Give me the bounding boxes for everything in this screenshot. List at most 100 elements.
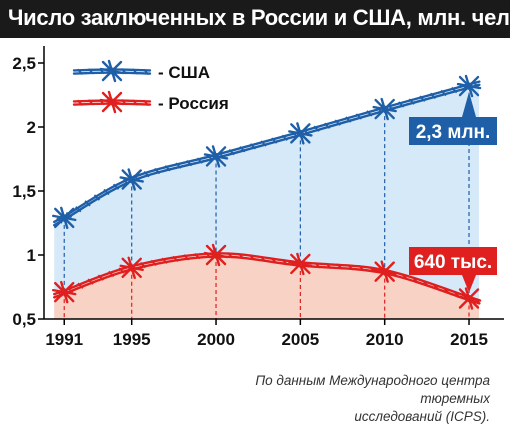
russia-point-2010 <box>372 260 397 283</box>
russia-line-twist <box>347 264 354 271</box>
usa-line-twist <box>271 137 278 144</box>
russia-line-twist <box>77 282 84 289</box>
usa-line-twist <box>164 165 171 172</box>
usa-line-twist <box>408 98 415 105</box>
russia-line-twist <box>401 273 408 280</box>
russia-point-2015-knot <box>465 295 473 303</box>
russia-point-2000-knot <box>212 251 220 259</box>
russia-point-2015 <box>456 287 482 310</box>
russia-line-twist <box>443 287 450 294</box>
x-tick-label: 2015 <box>450 330 488 349</box>
usa-point-1995-knot <box>128 175 136 183</box>
russia-line-twist <box>139 262 147 269</box>
russia-end-label-pointer <box>462 275 477 293</box>
russia-point-1991 <box>52 280 77 304</box>
usa-line-twist <box>196 157 203 164</box>
russia-line-twist <box>108 270 115 278</box>
source-note: По данным Международного центра тюремных… <box>255 373 490 424</box>
russia-line-twist <box>248 254 256 261</box>
usa-end-label-box <box>409 117 497 145</box>
usa-line-twist <box>440 89 447 97</box>
russia-line-twist <box>150 259 157 266</box>
usa-line-twist <box>228 149 235 156</box>
russia-line-strand-2 <box>53 255 481 305</box>
russia-point-2010-knot <box>381 268 389 276</box>
usa-line-twist <box>366 110 373 117</box>
legend-russia-sample-twist <box>120 99 128 106</box>
usa-line-twist <box>84 200 91 207</box>
legend-usa-sample-twist <box>76 68 84 75</box>
legend-usa-barb-knot <box>108 67 116 75</box>
russia-line-twist <box>237 252 245 260</box>
russia-point-2000 <box>203 243 229 267</box>
usa-line-twist <box>75 206 82 213</box>
usa-point-1991 <box>52 206 77 230</box>
usa-line-twist <box>419 95 426 102</box>
usa-line-twist <box>249 143 257 150</box>
russia-line-twist <box>314 262 321 269</box>
russia-line-twist <box>281 258 288 266</box>
legend-usa-sample-twist <box>87 68 95 75</box>
russia-point-1995-knot <box>128 264 136 272</box>
russia-line-twist <box>325 262 332 270</box>
russia-line-twist <box>172 255 179 263</box>
legend-russia-barb-knot <box>108 98 116 106</box>
russia-line-twist <box>118 267 125 274</box>
x-tick-label: 2000 <box>197 330 235 349</box>
usa-end-label-pointer <box>462 92 477 117</box>
usa-point-2010-knot <box>381 105 389 113</box>
russia-line-twist <box>358 265 365 272</box>
legend-russia-sample-twist <box>142 99 150 107</box>
usa-line-twist <box>334 119 341 126</box>
russia-point-2005-knot <box>296 260 304 268</box>
usa-line-twist <box>324 122 331 129</box>
x-tick-label: 1995 <box>113 330 151 349</box>
legend-russia-barb <box>99 90 125 114</box>
russia-point-1995 <box>119 256 144 280</box>
usa-point-1991-knot <box>60 214 68 222</box>
legend-russia-sample-twist <box>87 99 95 106</box>
russia-line-twist <box>161 257 168 264</box>
legend-usa-sample-twist <box>120 68 128 75</box>
usa-line-twist <box>153 167 161 175</box>
usa-point-2005 <box>288 122 313 145</box>
usa-point-2015-knot <box>465 82 473 90</box>
russia-line-twist <box>422 280 429 287</box>
y-tick-label: 2 <box>27 118 36 137</box>
russia-line-twist <box>97 274 104 281</box>
legend-usa-sample-twist <box>142 68 150 76</box>
usa-point-2010 <box>372 97 397 121</box>
russia-line-twist <box>270 257 277 264</box>
usa-end-label-text: 2,3 млн. <box>416 122 491 143</box>
usa-line-twist <box>103 188 110 196</box>
usa-end-label: 2,3 млн. <box>409 92 497 145</box>
usa-point-2005-knot <box>296 129 304 137</box>
usa-line-twist <box>345 116 352 123</box>
x-tick-label: 1991 <box>45 330 83 349</box>
y-tick-label: 0,5 <box>12 310 36 329</box>
usa-line-twist <box>313 125 320 132</box>
usa-point-2015 <box>456 74 482 98</box>
russia-point-2005 <box>288 252 313 276</box>
russia-end-label-box <box>409 247 497 275</box>
russia-line-twist <box>411 276 419 284</box>
y-tick-label: 1,5 <box>12 182 36 201</box>
legend-russia-sample-twist <box>76 99 84 106</box>
usa-line-twist <box>175 162 182 169</box>
usa-point-2000 <box>203 145 229 168</box>
legend-usa-label: - США <box>158 63 210 82</box>
usa-point-1995 <box>119 168 144 191</box>
russia-point-1991-knot <box>60 288 68 296</box>
legend-russia-label: - Россия <box>158 94 229 113</box>
russia-line-twist <box>183 254 190 261</box>
usa-point-2000-knot <box>212 152 220 160</box>
page-title: Число заключенных в России и США, млн. ч… <box>8 5 510 30</box>
x-tick-label: 2010 <box>366 330 404 349</box>
usa-line-twist <box>260 140 267 147</box>
russia-line-twist <box>259 255 267 263</box>
title-bar: Число заключенных в России и США, млн. ч… <box>0 0 510 38</box>
russia-line-twist <box>432 283 440 291</box>
russia-line-twist <box>227 252 234 259</box>
usa-line-twist <box>239 146 246 153</box>
russia-line-twist <box>369 266 376 273</box>
